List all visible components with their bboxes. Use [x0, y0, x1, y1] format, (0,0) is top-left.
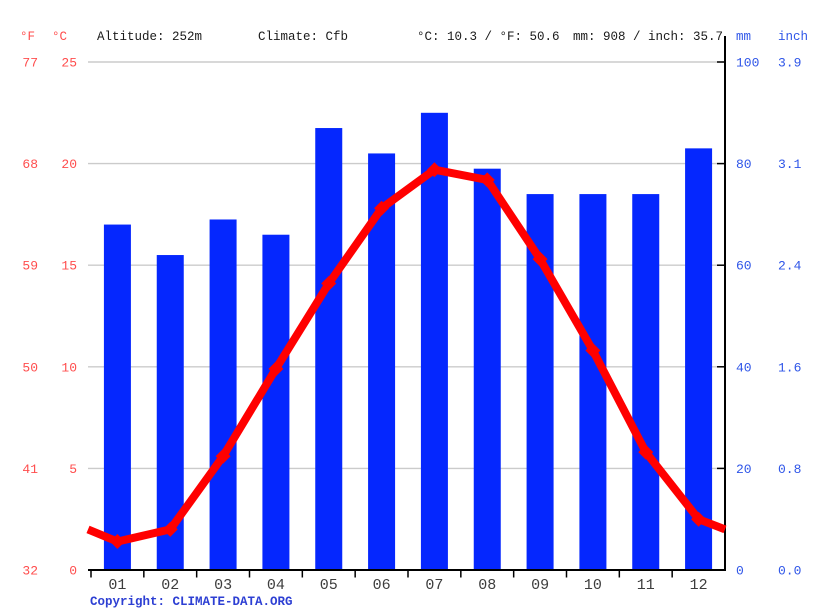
c-axis-label: 5	[69, 462, 77, 477]
c-axis-label: 20	[61, 157, 77, 172]
precip-bar-12	[685, 148, 713, 571]
temp-point-10	[585, 343, 601, 359]
c-axis-label: 15	[61, 259, 77, 274]
temp-point-04	[268, 361, 284, 377]
inch-axis-label: 3.1	[778, 157, 802, 172]
climate-class-label: Climate: Cfb	[258, 30, 348, 44]
inch-axis-label: 1.6	[778, 360, 801, 375]
month-label-12: 12	[690, 577, 708, 594]
f-axis-label: 41	[22, 462, 38, 477]
f-axis-label: 59	[22, 259, 38, 274]
c-axis-label: 25	[61, 56, 77, 71]
temp-point-05	[321, 275, 337, 291]
month-label-03: 03	[214, 577, 232, 594]
month-label-10: 10	[584, 577, 602, 594]
f-axis-label: 32	[22, 564, 38, 579]
inch-axis-label: 0.0	[778, 564, 801, 579]
precip-bar-08	[473, 168, 501, 570]
precip-bar-03	[209, 219, 237, 571]
month-label-05: 05	[320, 577, 338, 594]
month-label-04: 04	[267, 577, 285, 594]
mm-axis-label: 20	[736, 462, 752, 477]
precip-bar-11	[632, 194, 660, 570]
temp-point-06	[374, 200, 390, 216]
celsius-unit-label: °C	[52, 30, 67, 44]
inch-axis-label: 3.9	[778, 56, 801, 71]
mean-temperature-label: °C: 10.3 / °F: 50.6	[417, 30, 560, 44]
month-label-09: 09	[531, 577, 549, 594]
temp-point-12	[691, 511, 707, 527]
precip-bar-05	[315, 128, 343, 571]
month-label-08: 08	[478, 577, 496, 594]
precip-bar-04	[262, 234, 290, 570]
month-label-07: 07	[425, 577, 443, 594]
temp-point-01	[109, 534, 125, 550]
month-label-02: 02	[161, 577, 179, 594]
temp-point-03	[215, 448, 231, 464]
fahrenheit-unit-label: °F	[20, 30, 35, 44]
plot-area: 77 25 100 3.968 20 80 3.159 15 60 2.450 10 40 1.641 5…	[22, 36, 802, 594]
altitude-label: Altitude: 252m	[97, 30, 202, 44]
inch-unit-label: inch	[778, 30, 808, 44]
mm-unit-label: mm	[736, 30, 751, 44]
f-axis-label: 77	[22, 56, 38, 71]
temp-point-08	[479, 172, 495, 188]
month-label-11: 11	[637, 577, 655, 594]
temp-point-07	[426, 162, 442, 178]
mm-axis-label: 80	[736, 157, 752, 172]
mm-axis-label: 0	[736, 564, 744, 579]
c-axis-label: 0	[69, 564, 77, 579]
annual-precipitation-label: mm: 908 / inch: 35.7	[573, 30, 723, 44]
month-label-06: 06	[373, 577, 391, 594]
mm-axis-label: 60	[736, 259, 752, 274]
temperature-line	[86, 165, 727, 546]
temp-point-11	[638, 444, 654, 460]
inch-axis-label: 0.8	[778, 462, 801, 477]
precip-bar-07	[420, 112, 448, 571]
temp-point-09	[532, 251, 548, 267]
month-label-01: 01	[108, 577, 126, 594]
temp-point-02	[162, 521, 178, 537]
precip-bar-01	[103, 224, 131, 570]
f-axis-label: 50	[22, 360, 38, 375]
precip-bar-10	[579, 194, 607, 570]
mm-axis-label: 40	[736, 360, 752, 375]
inch-axis-label: 2.4	[778, 259, 802, 274]
c-axis-label: 10	[61, 360, 77, 375]
f-axis-label: 68	[22, 157, 38, 172]
mm-axis-label: 100	[736, 56, 759, 71]
copyright-link[interactable]: Copyright: CLIMATE-DATA.ORG	[90, 595, 293, 609]
